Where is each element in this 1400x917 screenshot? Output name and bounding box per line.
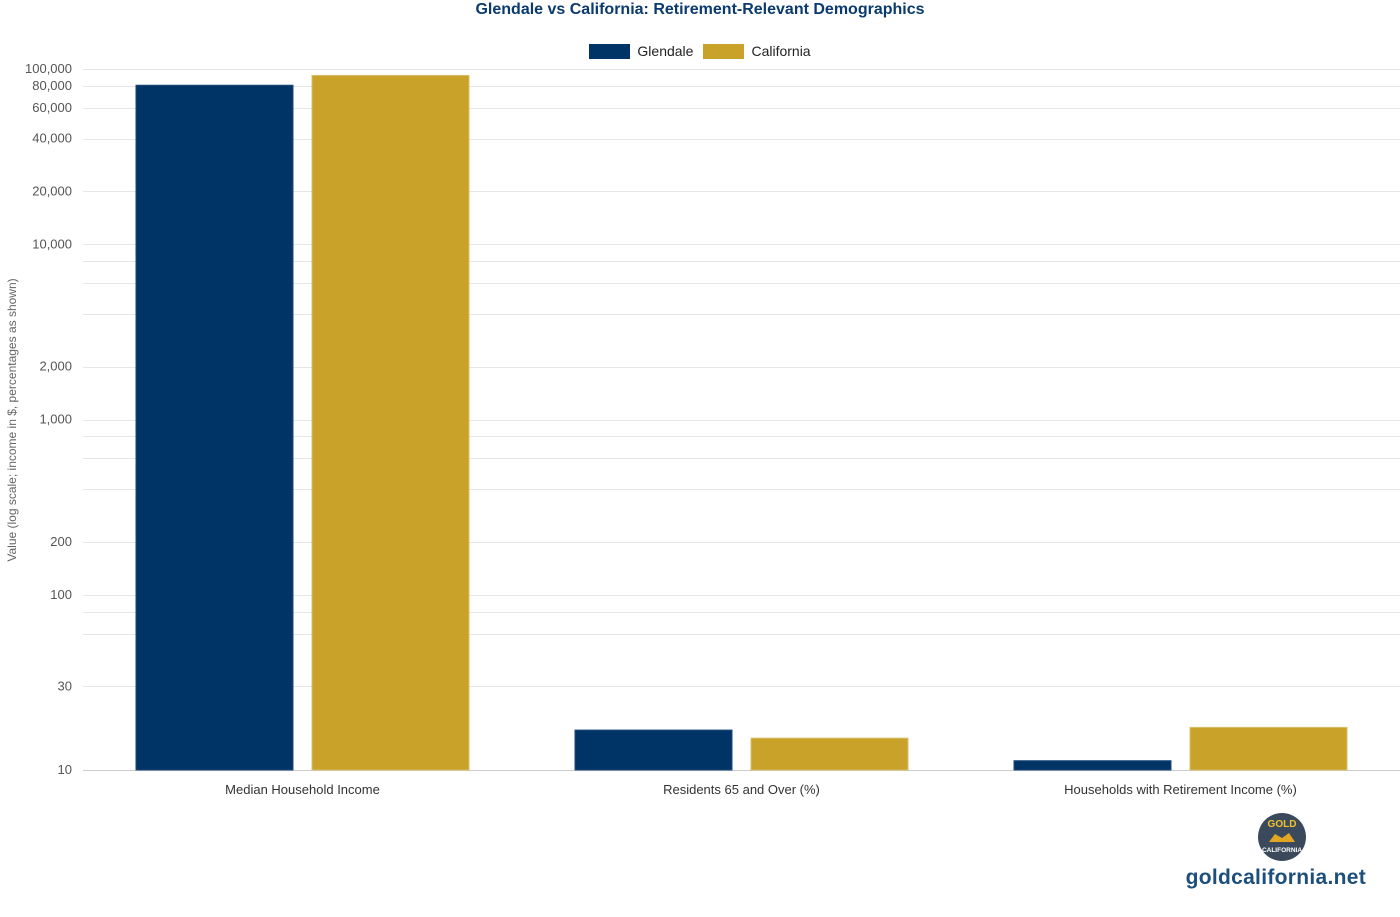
x-tick-label: Households with Retirement Income (%) — [1064, 782, 1297, 797]
bar-glendale — [574, 729, 733, 771]
bar-glendale — [1013, 760, 1172, 771]
gold-california-logo: GOLD CALIFORNIA — [1258, 813, 1306, 861]
legend-label-california: California — [751, 43, 811, 59]
y-tick-label: 40,000 — [32, 131, 72, 146]
bar-california — [311, 74, 470, 771]
legend-item-glendale[interactable]: Glendale — [589, 43, 693, 59]
chart-title: Glendale vs California: Retirement-Relev… — [475, 1, 925, 18]
legend-label-glendale: Glendale — [637, 43, 694, 59]
logo-circle — [1258, 813, 1306, 861]
y-tick-label: 1,000 — [39, 412, 72, 427]
y-tick-label: 10,000 — [32, 236, 72, 251]
y-tick-label: 2,000 — [39, 359, 72, 374]
y-tick-label: 100,000 — [25, 61, 72, 76]
bar-california — [750, 737, 909, 771]
logo-gold-nuggets — [1269, 833, 1295, 842]
x-tick-label: Residents 65 and Over (%) — [663, 782, 820, 797]
y-tick-label: 80,000 — [32, 78, 72, 93]
y-tick-label: 200 — [50, 534, 72, 549]
y-tick-label: 100 — [50, 587, 72, 602]
logo-text-gold: GOLD — [1268, 819, 1297, 830]
legend-swatch-california — [703, 43, 745, 59]
y-tick-label: 10 — [58, 762, 72, 777]
logo-text-california: CALIFORNIA — [1262, 847, 1302, 854]
x-tick-label: Median Household Income — [225, 782, 380, 797]
legend-item-california[interactable]: California — [703, 43, 811, 59]
y-tick-label: 60,000 — [32, 100, 72, 115]
bar-california — [1189, 726, 1348, 771]
y-tick-label: 30 — [58, 678, 72, 693]
legend-swatch-glendale — [589, 43, 631, 59]
y-tick-label: 20,000 — [32, 183, 72, 198]
bar-glendale — [135, 84, 294, 771]
watermark: goldcalifornia.net — [1185, 866, 1366, 889]
legend: Glendale California — [0, 43, 1400, 59]
